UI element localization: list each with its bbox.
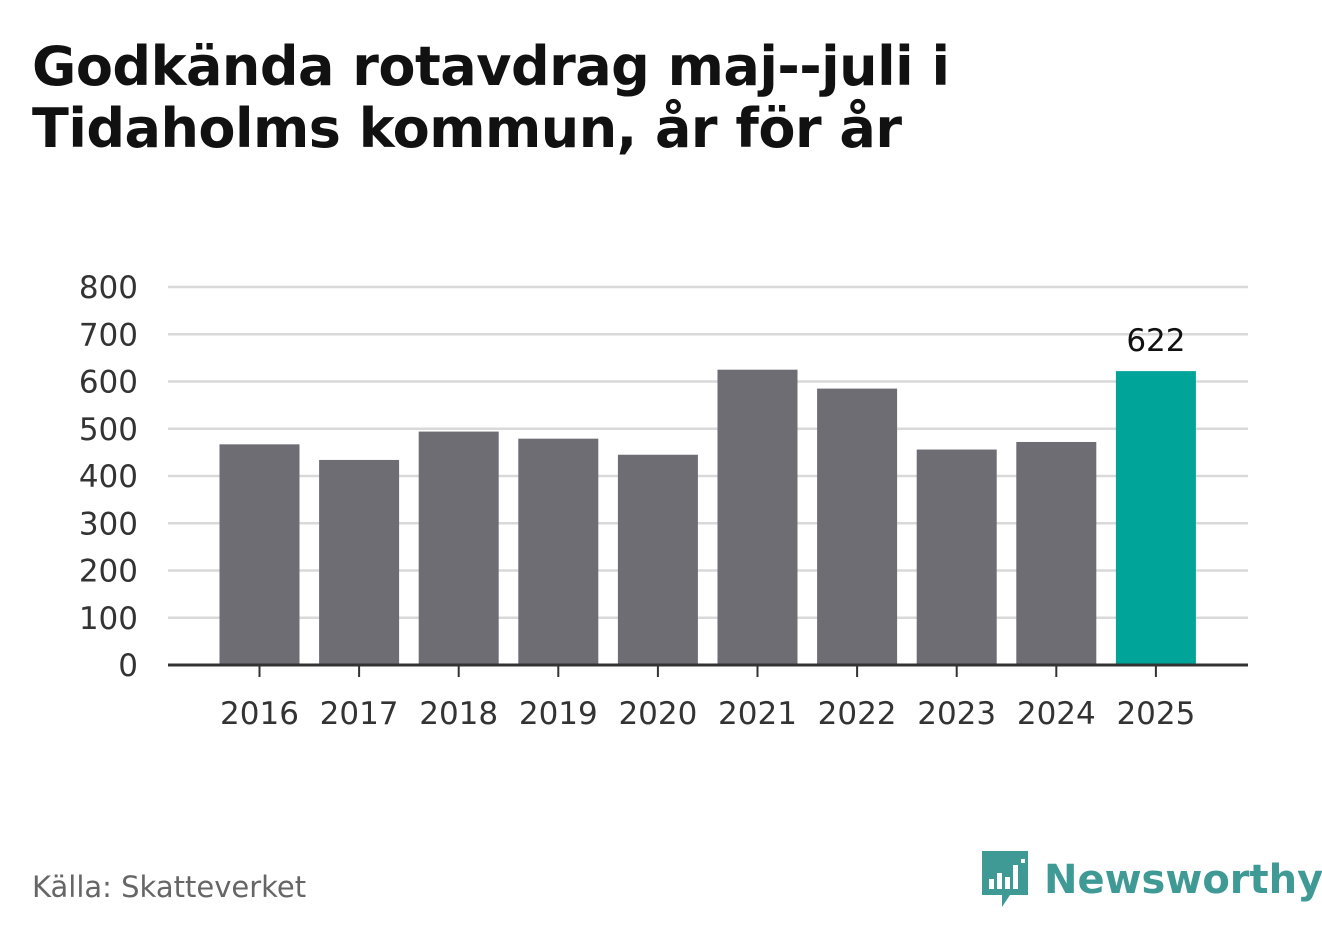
x-tick-label: 2019: [519, 696, 598, 732]
x-tick-label: 2024: [1017, 696, 1096, 732]
source-note: Källa: Skatteverket: [32, 870, 307, 904]
x-tick-label: 2018: [419, 696, 498, 732]
y-tick-label: 200: [79, 554, 138, 590]
brand-name: Newsworthy: [1044, 857, 1322, 903]
bar-2020: [617, 454, 698, 665]
bar-2024: [1016, 441, 1097, 665]
bar-2022: [817, 388, 898, 665]
bar-2016: [219, 444, 300, 665]
y-axis-ticks: 0 100 200 300 400 500 600 700 800: [79, 270, 138, 684]
x-tick-label: 2017: [320, 696, 399, 732]
bar-2017: [319, 459, 400, 665]
bar-chart-speech-bubble-icon: [982, 851, 1028, 907]
x-axis-ticks: 2016 2017 2018 2019 2020 2021 2022 2023 2024 2025: [220, 696, 1195, 732]
data-label-2025: 622: [1126, 323, 1185, 359]
brand-logo: Newsworthy: [980, 848, 1322, 912]
y-tick-label: 0: [118, 648, 138, 684]
data-labels: 622: [1126, 323, 1185, 359]
bar-2021: [717, 369, 798, 665]
x-tick-label: 2023: [917, 696, 996, 732]
y-tick-label: 300: [79, 506, 138, 542]
x-tick-label: 2020: [618, 696, 697, 732]
chart-title: Godkända rotavdrag maj--juli i Tidaholms…: [32, 35, 950, 160]
x-tick-label: 2021: [718, 696, 797, 732]
y-tick-label: 500: [79, 412, 138, 448]
y-tick-label: 800: [79, 270, 138, 306]
y-tick-label: 600: [79, 365, 138, 401]
bar-2019: [518, 438, 599, 665]
bar-2018: [418, 431, 499, 665]
x-axis: [168, 663, 1248, 677]
bar-2025: [1115, 371, 1196, 665]
x-tick-label: 2016: [220, 696, 299, 732]
y-tick-label: 400: [79, 459, 138, 495]
y-tick-label: 100: [79, 601, 138, 637]
y-tick-label: 700: [79, 317, 138, 353]
bar-2023: [916, 449, 997, 665]
bars: [219, 369, 1196, 665]
x-tick-label: 2022: [818, 696, 897, 732]
x-tick-label: 2025: [1116, 696, 1195, 732]
